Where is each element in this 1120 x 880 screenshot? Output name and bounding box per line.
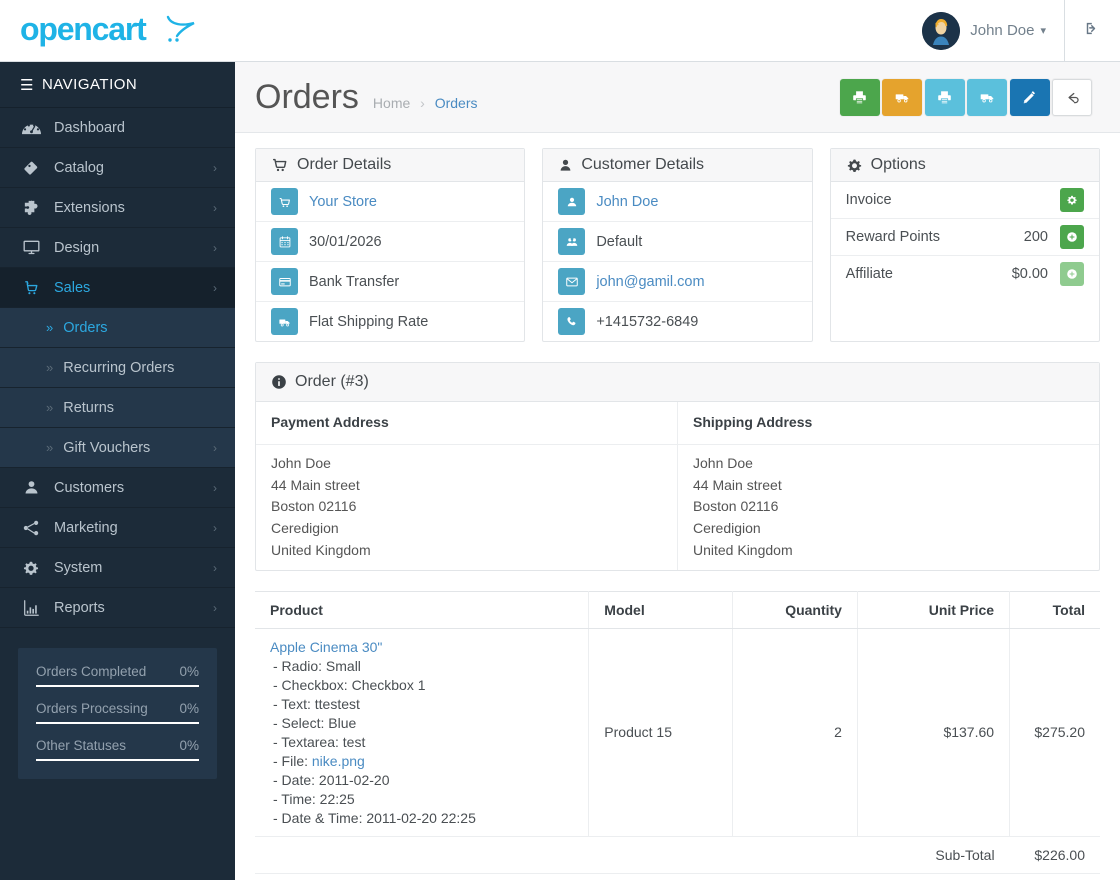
svg-text:opencart: opencart (20, 14, 147, 47)
